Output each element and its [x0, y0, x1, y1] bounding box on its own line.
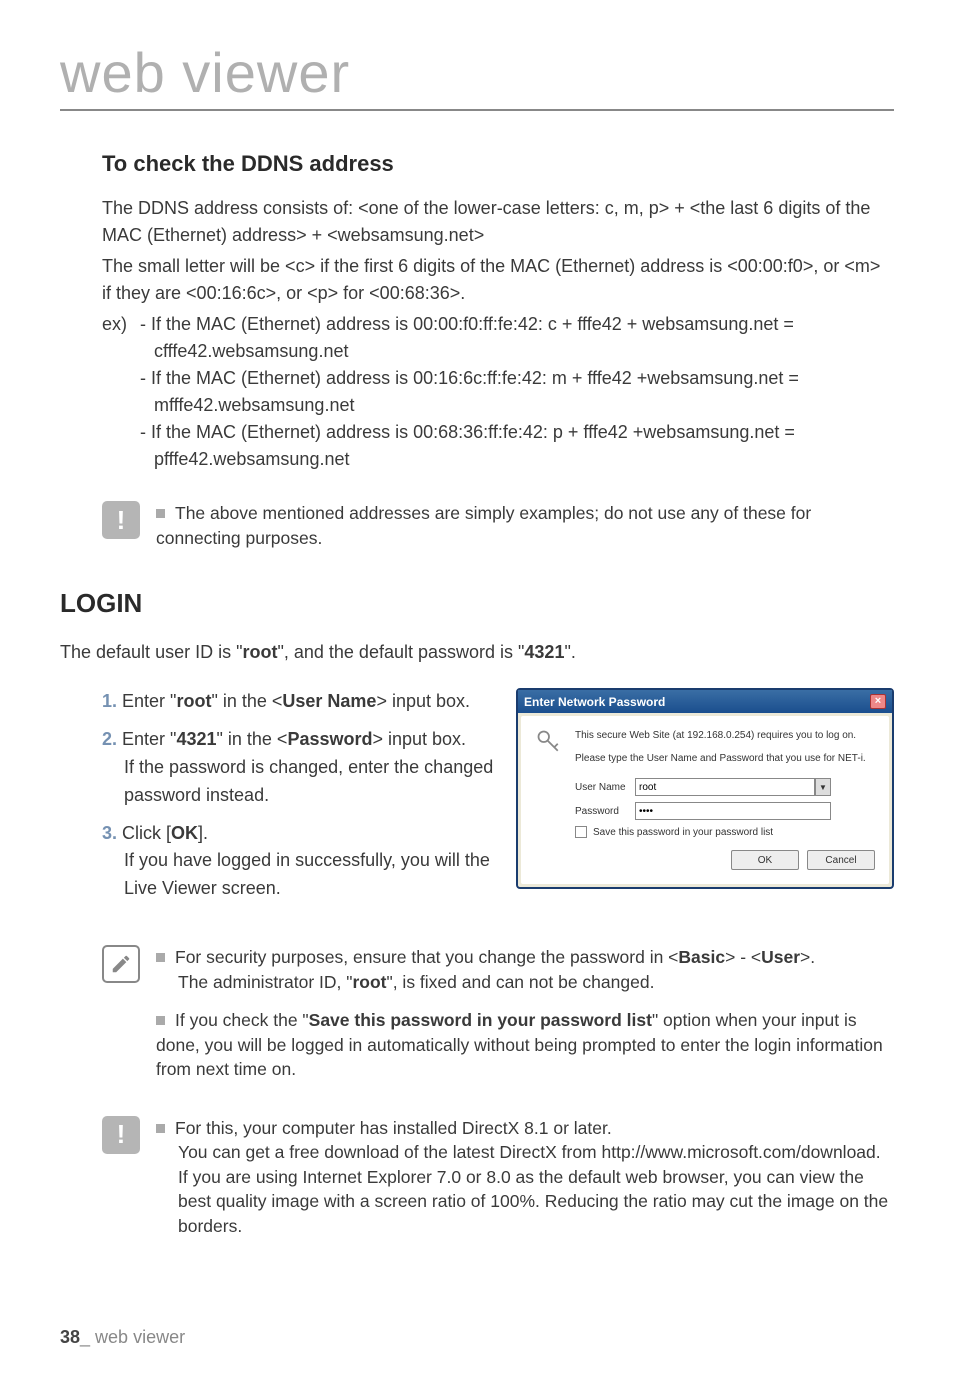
note1-line2: The administrator ID, "root", is fixed a… — [178, 970, 894, 995]
steps-column: 1. Enter "root" in the <User Name> input… — [102, 688, 496, 913]
password-label: Password — [575, 806, 635, 817]
caution2-line1: For this, your computer has installed Di… — [175, 1118, 612, 1138]
dialog-msg2: Please type the User Name and Password t… — [575, 751, 866, 766]
save-password-label: Save this password in your password list — [593, 827, 773, 838]
caution2-line3: If you are using Internet Explorer 7.0 o… — [178, 1165, 894, 1239]
caution-icon: ! — [102, 501, 140, 539]
bullet-icon — [156, 953, 165, 962]
dialog-title: Enter Network Password — [524, 695, 665, 709]
page-number: 38 — [60, 1327, 80, 1347]
example-2-line2: mfffe42.websamsung.net — [154, 392, 894, 419]
dialog-close-button[interactable]: × — [870, 694, 886, 709]
bullet-icon — [156, 1124, 165, 1133]
username-dropdown[interactable]: ▼ — [815, 778, 831, 796]
step-2-cont: If the password is changed, enter the ch… — [124, 754, 496, 810]
ddns-para2: The small letter will be <c> if the firs… — [102, 253, 894, 307]
step-3-text: Click [OK]. — [122, 823, 208, 843]
note2-text: If you check the "Save this password in … — [156, 1010, 883, 1079]
ddns-para1: The DDNS address consists of: <one of th… — [102, 195, 894, 249]
password-dialog: Enter Network Password × This secure Web… — [516, 688, 894, 889]
step-1-text: Enter "root" in the <User Name> input bo… — [122, 691, 470, 711]
example-label: ex) — [102, 311, 140, 473]
dialog-titlebar: Enter Network Password × — [518, 690, 892, 713]
note-icon — [102, 945, 140, 983]
bullet-icon — [156, 509, 165, 518]
bullet-icon — [156, 1016, 165, 1025]
step-3-num: 3. — [102, 823, 117, 843]
page-header: web viewer — [60, 40, 894, 111]
step-3-cont: If you have logged in successfully, you … — [124, 847, 496, 903]
ddns-title: To check the DDNS address — [102, 151, 894, 177]
caution-text: The above mentioned addresses are simply… — [156, 503, 811, 548]
login-intro: The default user ID is "root", and the d… — [60, 639, 894, 666]
page-footer: 38_ web viewer — [60, 1327, 185, 1348]
example-3-line2: pfffe42.websamsung.net — [154, 446, 894, 473]
step-1-num: 1. — [102, 691, 117, 711]
caution2-line2: You can get a free download of the lates… — [178, 1140, 894, 1165]
footer-label: _ web viewer — [80, 1327, 185, 1347]
login-heading: LOGIN — [60, 588, 894, 619]
ok-button[interactable]: OK — [731, 850, 799, 870]
cancel-button[interactable]: Cancel — [807, 850, 875, 870]
example-1-line2: cfffe42.websamsung.net — [154, 338, 894, 365]
step-2-num: 2. — [102, 729, 117, 749]
note1-text: For security purposes, ensure that you c… — [175, 947, 815, 967]
save-password-checkbox[interactable] — [575, 826, 587, 838]
password-input[interactable] — [635, 802, 831, 820]
username-input[interactable] — [635, 778, 815, 796]
dialog-msg1: This secure Web Site (at 192.168.0.254) … — [575, 728, 866, 743]
example-2-line1: - If the MAC (Ethernet) address is 00:16… — [140, 365, 894, 392]
keys-icon — [535, 728, 563, 756]
username-label: User Name — [575, 782, 635, 793]
caution-icon: ! — [102, 1116, 140, 1154]
example-1-line1: - If the MAC (Ethernet) address is 00:00… — [140, 311, 894, 338]
example-3-line1: - If the MAC (Ethernet) address is 00:68… — [140, 419, 894, 446]
step-2-text: Enter "4321" in the <Password> input box… — [122, 729, 466, 749]
